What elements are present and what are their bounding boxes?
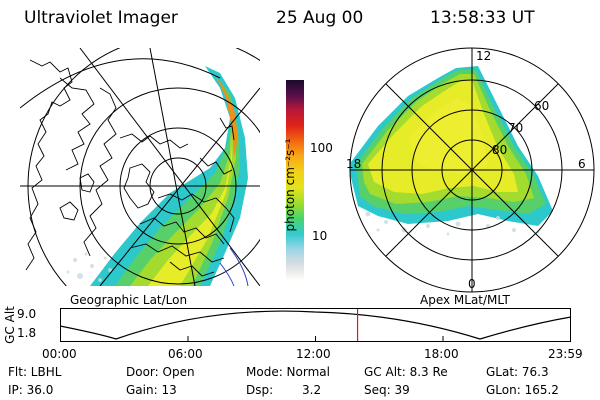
geo-longitude-value: GLon: 165.2	[486, 383, 559, 397]
dsp-value: 3.2	[302, 383, 322, 397]
mode-value: Mode: Normal	[246, 365, 330, 379]
aurora-emission-left	[90, 66, 248, 286]
coastline-outlines	[25, 59, 235, 277]
mlt-label-6: 6	[578, 157, 586, 171]
instrument-title: Ultraviolet Imager	[24, 8, 178, 28]
time-tick-1800: 18:00	[424, 347, 459, 361]
time-tick-0600: 06:00	[168, 347, 203, 361]
time-tick-1200: 12:00	[296, 347, 331, 361]
geo-latitude-value: GLat: 76.3	[486, 365, 549, 379]
mlt-label-0: 0	[468, 277, 476, 291]
apex-polar-plot: 12 18 6 0 60 70 80	[346, 47, 595, 293]
mlt-label-18: 18	[346, 157, 361, 171]
filter-value: Flt: LBHL	[8, 365, 62, 379]
mlat-label-80: 80	[492, 143, 507, 157]
time-tick-2359: 23:59	[548, 347, 583, 361]
time-tick-0000: 00:00	[42, 347, 77, 361]
sequence-value: Seq: 39	[364, 383, 410, 397]
mlat-label-60: 60	[534, 99, 549, 113]
intensity-colorbar	[286, 80, 304, 280]
colorbar-tick-100: 100	[310, 141, 333, 155]
altitude-tick-high: 9.0	[17, 307, 37, 321]
gc-altitude-value: GC Alt: 8.3 Re	[364, 365, 448, 379]
aurora-emission-right	[350, 66, 553, 236]
left-map-caption: Geographic Lat/Lon	[70, 293, 188, 307]
header-time: 13:58:33 UT	[430, 8, 535, 28]
gain-value: Gain: 13	[126, 383, 177, 397]
dsp-label: Dsp:	[246, 383, 274, 397]
door-status: Door: Open	[126, 365, 195, 379]
right-map-caption: Apex MLat/MLT	[420, 293, 510, 307]
altitude-axis-label: GC Alt	[3, 306, 17, 344]
header-date: 25 Aug 00	[276, 8, 364, 28]
ip-value: IP: 36.0	[8, 383, 54, 397]
mlt-label-12: 12	[476, 49, 491, 63]
colorbar-unit-label: photon cm⁻²s⁻¹	[283, 138, 297, 232]
altitude-plot	[60, 308, 572, 342]
colorbar-tick-10: 10	[312, 229, 328, 243]
geographic-map	[20, 48, 260, 286]
mlat-label-70: 70	[508, 121, 523, 135]
altitude-tick-low: 1.8	[17, 326, 37, 340]
